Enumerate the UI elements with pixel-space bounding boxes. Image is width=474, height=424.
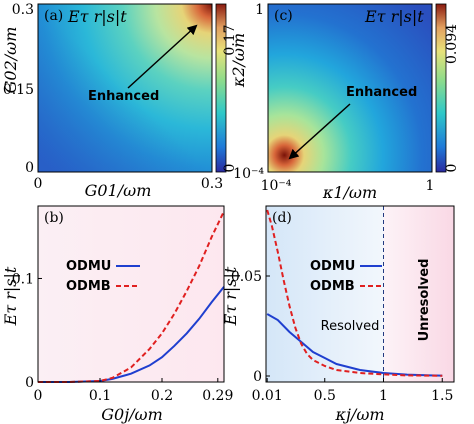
panel-d-xtick-2: 1 bbox=[379, 388, 388, 404]
panel-c-colorbar bbox=[435, 3, 447, 173]
panel-b-ytick-0: 0 bbox=[25, 375, 34, 391]
panel-b-frame bbox=[37, 205, 225, 383]
panel-a-colorbar-max: 0.17 bbox=[222, 24, 238, 55]
panel-b-ylabel: Eτ r|s|t bbox=[1, 266, 20, 326]
panel-a-frame bbox=[37, 3, 213, 173]
panel-d-legend-odmb: ODMB bbox=[310, 279, 355, 294]
panel-d-series-odmb bbox=[266, 209, 443, 377]
panel-b-ticks: 0 0.1 0.2 0.29 0 0.1 bbox=[12, 271, 234, 404]
panel-d-region-resolved: Resolved bbox=[321, 319, 380, 334]
panel-d-series bbox=[266, 209, 443, 377]
panel-c-ylabel: κ2/ωm bbox=[229, 33, 248, 88]
panel-c-title: Eτ r|s|t bbox=[364, 7, 424, 26]
panel-d-xtick-1: 0.5 bbox=[314, 388, 336, 404]
panel-b-legend-odmu: ODMU bbox=[66, 259, 111, 274]
panel-b-xtick-0: 0 bbox=[34, 388, 43, 404]
panel-d-unresolved-region bbox=[383, 206, 454, 382]
panel-d-label: (d) bbox=[272, 210, 292, 226]
panel-c: (c) Eτ r|s|t Enhanced 10⁻⁴ 1 κ1/ωm 10⁻⁴ … bbox=[229, 2, 460, 202]
panel-d-region-unresolved: Unresolved bbox=[417, 259, 432, 342]
panel-b-series-odmb bbox=[38, 210, 225, 383]
panel-a-colorbar bbox=[215, 3, 227, 173]
panel-c-xlabel: κ1/ωm bbox=[322, 183, 377, 202]
panel-a: (a) Eτ r|s|t Enhanced 0 0.3 G01/ωm 0 0.1… bbox=[1, 2, 238, 200]
panel-c-label: (c) bbox=[274, 8, 293, 24]
panel-a-xlabel: G01/ωm bbox=[85, 181, 152, 200]
panel-c-colorbar-min: 0 bbox=[444, 164, 460, 173]
panel-d-resolved-region bbox=[266, 206, 384, 382]
panel-c-annotation: Enhanced bbox=[346, 85, 417, 100]
panel-d: 0.01 0.5 1 1.5 0 0.05 (d) κj/ωm Eτ r|s|t Reso… bbox=[221, 205, 455, 424]
panel-b-legend: ODMU ODMB bbox=[66, 259, 140, 294]
panel-a-heatmap-shade bbox=[38, 4, 212, 172]
panel-b-label: (b) bbox=[44, 210, 64, 226]
panel-b-xlabel: G0j/ωm bbox=[101, 405, 163, 424]
panel-a-ytick-0: 0 bbox=[25, 160, 34, 176]
panel-d-xtick-3: 1.5 bbox=[431, 388, 453, 404]
panel-a-arrow bbox=[127, 24, 198, 89]
panel-a-colorbar-min: 0 bbox=[222, 164, 238, 173]
panel-a-xtick-0: 0 bbox=[34, 176, 43, 192]
panel-b-background bbox=[38, 206, 224, 382]
panel-d-xlabel: κj/ωm bbox=[334, 405, 384, 424]
panel-a-ylabel: G02/ωm bbox=[1, 27, 20, 94]
panel-c-heatmap bbox=[268, 4, 432, 172]
panel-d-legend-odmu: ODMU bbox=[310, 259, 355, 274]
panel-b-xtick-2: 0.2 bbox=[151, 388, 173, 404]
panel-d-legend: ODMU ODMB bbox=[310, 259, 382, 294]
panel-c-ytick-0: 10⁻⁴ bbox=[233, 166, 264, 182]
panel-c-xtick-1: 1 bbox=[426, 178, 435, 194]
panel-b-xtick-1: 0.1 bbox=[89, 388, 111, 404]
panel-d-ticks: 0.01 0.5 1 1.5 0 0.05 bbox=[231, 269, 454, 404]
panel-c-ytick-1: 1 bbox=[255, 2, 264, 18]
panel-c-colorbar-max: 0.094 bbox=[444, 24, 460, 64]
panel-b-legend-odmb: ODMB bbox=[66, 279, 111, 294]
panel-a-ytick-2: 0.3 bbox=[12, 2, 34, 18]
panel-c-arrow bbox=[288, 103, 351, 160]
panel-a-annotation: Enhanced bbox=[88, 89, 159, 104]
panel-d-ylabel: Eτ r|s|t bbox=[221, 266, 240, 326]
panel-d-ytick-1: 0.05 bbox=[231, 269, 262, 285]
panel-b: 0 0.1 0.2 0.29 0 0.1 (b) G0j/ωm Eτ r|s|t ODMU… bbox=[1, 205, 234, 424]
panel-d-xtick-0: 0.01 bbox=[252, 388, 283, 404]
panel-c-frame bbox=[267, 3, 433, 173]
panel-a-ytick-1: 0.15 bbox=[3, 82, 34, 98]
panel-b-series bbox=[38, 210, 225, 383]
panel-b-ytick-1: 0.1 bbox=[12, 271, 34, 287]
panel-c-xtick-0: 10⁻⁴ bbox=[261, 178, 292, 194]
panel-d-frame bbox=[265, 205, 455, 383]
panel-a-title: Eτ r|s|t bbox=[67, 7, 127, 26]
panel-a-xtick-1: 0.3 bbox=[201, 176, 223, 192]
panel-d-ytick-0: 0 bbox=[253, 369, 262, 385]
panel-b-xtick-3: 0.29 bbox=[202, 388, 233, 404]
panel-a-label: (a) bbox=[44, 8, 63, 24]
